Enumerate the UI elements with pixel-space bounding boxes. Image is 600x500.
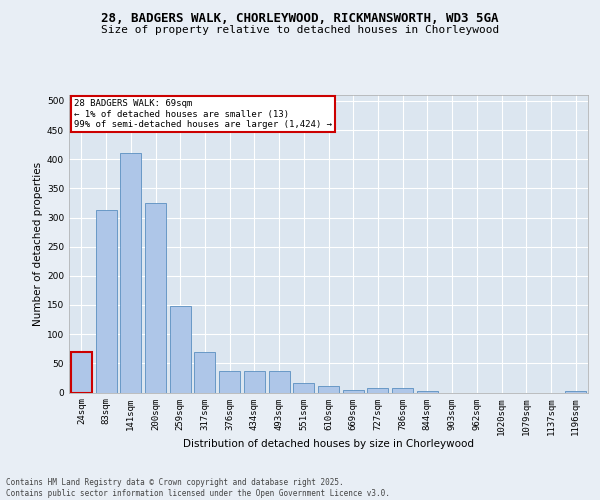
Bar: [145, 203, 166, 392]
Bar: [392, 388, 413, 392]
Bar: [219, 371, 240, 392]
Bar: [120, 154, 141, 392]
Bar: [71, 352, 92, 393]
Text: 28 BADGERS WALK: 69sqm
← 1% of detached houses are smaller (13)
99% of semi-deta: 28 BADGERS WALK: 69sqm ← 1% of detached …: [74, 100, 332, 130]
Text: 28, BADGERS WALK, CHORLEYWOOD, RICKMANSWORTH, WD3 5GA: 28, BADGERS WALK, CHORLEYWOOD, RICKMANSW…: [101, 12, 499, 26]
Bar: [318, 386, 339, 392]
Text: Contains HM Land Registry data © Crown copyright and database right 2025.
Contai: Contains HM Land Registry data © Crown c…: [6, 478, 390, 498]
Bar: [293, 382, 314, 392]
Y-axis label: Number of detached properties: Number of detached properties: [33, 162, 43, 326]
Text: Size of property relative to detached houses in Chorleywood: Size of property relative to detached ho…: [101, 25, 499, 35]
Bar: [269, 371, 290, 392]
Bar: [194, 352, 215, 393]
Bar: [170, 306, 191, 392]
X-axis label: Distribution of detached houses by size in Chorleywood: Distribution of detached houses by size …: [183, 439, 474, 449]
Bar: [565, 391, 586, 392]
Bar: [417, 391, 438, 392]
Bar: [95, 210, 116, 392]
Bar: [244, 371, 265, 392]
Bar: [367, 388, 388, 392]
Bar: [343, 390, 364, 392]
